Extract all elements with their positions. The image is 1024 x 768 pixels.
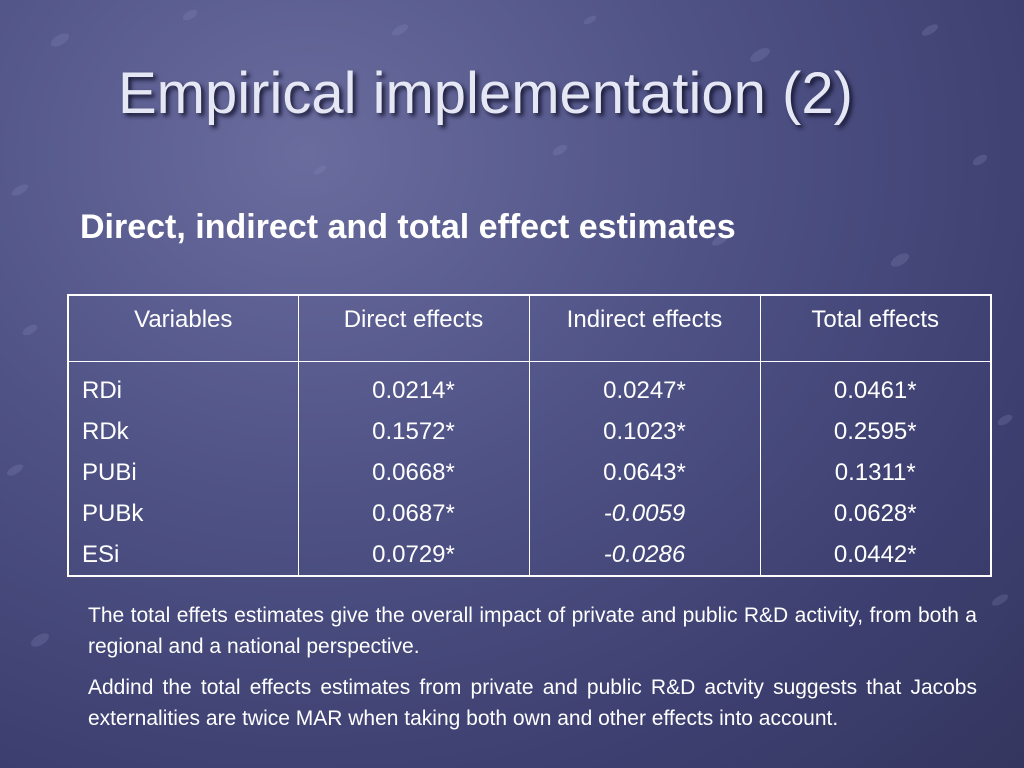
indirect-effect-value: 0.1023* xyxy=(603,417,686,445)
slide-subtitle: Direct, indirect and total effect estima… xyxy=(80,208,736,246)
notes-block: The total effets estimates give the over… xyxy=(88,600,977,744)
direct-effect-value: 0.0687* xyxy=(372,499,455,527)
indirect-effect-value: 0.0247* xyxy=(603,376,686,404)
effects-table: Variables Direct effects Indirect effect… xyxy=(67,294,992,577)
total-effect-value: 0.0628* xyxy=(833,499,917,527)
variable-label: ESi xyxy=(82,540,120,568)
note-paragraph: Addind the total effects estimates from … xyxy=(88,676,977,730)
total-effects-column: 0.0461* 0.2595* 0.1311* 0.0628* 0.0442* xyxy=(759,360,992,577)
table-header-row: Variables Direct effects Indirect effect… xyxy=(67,294,992,362)
direct-effect-value: 0.0668* xyxy=(372,458,455,486)
variable-label: RDk xyxy=(82,417,129,445)
slide-title: Empirical implementation (2) xyxy=(118,61,853,126)
variable-label: RDi xyxy=(82,376,122,404)
direct-effect-value: 0.0214* xyxy=(372,376,455,404)
note-paragraph: The total effets estimates give the over… xyxy=(88,604,977,658)
table-body-row: RDi RDk PUBi PUBk ESi 0.0214* 0.1572* 0.… xyxy=(67,360,992,577)
total-effect-value: 0.0461* xyxy=(833,376,917,404)
variable-label: PUBk xyxy=(82,499,144,527)
direct-effect-value: 0.0729* xyxy=(372,540,455,568)
header-total-effects: Total effects xyxy=(759,294,992,362)
indirect-effects-column: 0.0247* 0.1023* 0.0643* -0.0059 -0.0286 xyxy=(528,360,761,577)
variable-label: PUBi xyxy=(82,458,137,486)
indirect-effect-value: -0.0286 xyxy=(603,540,686,568)
indirect-effect-value: 0.0643* xyxy=(603,458,686,486)
total-effect-value: 0.0442* xyxy=(833,540,917,568)
total-effect-value: 0.1311* xyxy=(834,458,916,486)
header-direct-effects: Direct effects xyxy=(297,294,530,362)
header-variables: Variables xyxy=(67,294,299,362)
header-indirect-effects: Indirect effects xyxy=(528,294,761,362)
indirect-effect-value: -0.0059 xyxy=(603,499,686,527)
variables-column: RDi RDk PUBi PUBk ESi xyxy=(67,360,299,577)
total-effect-value: 0.2595* xyxy=(833,417,917,445)
direct-effect-value: 0.1572* xyxy=(372,417,455,445)
direct-effects-column: 0.0214* 0.1572* 0.0668* 0.0687* 0.0729* xyxy=(297,360,530,577)
